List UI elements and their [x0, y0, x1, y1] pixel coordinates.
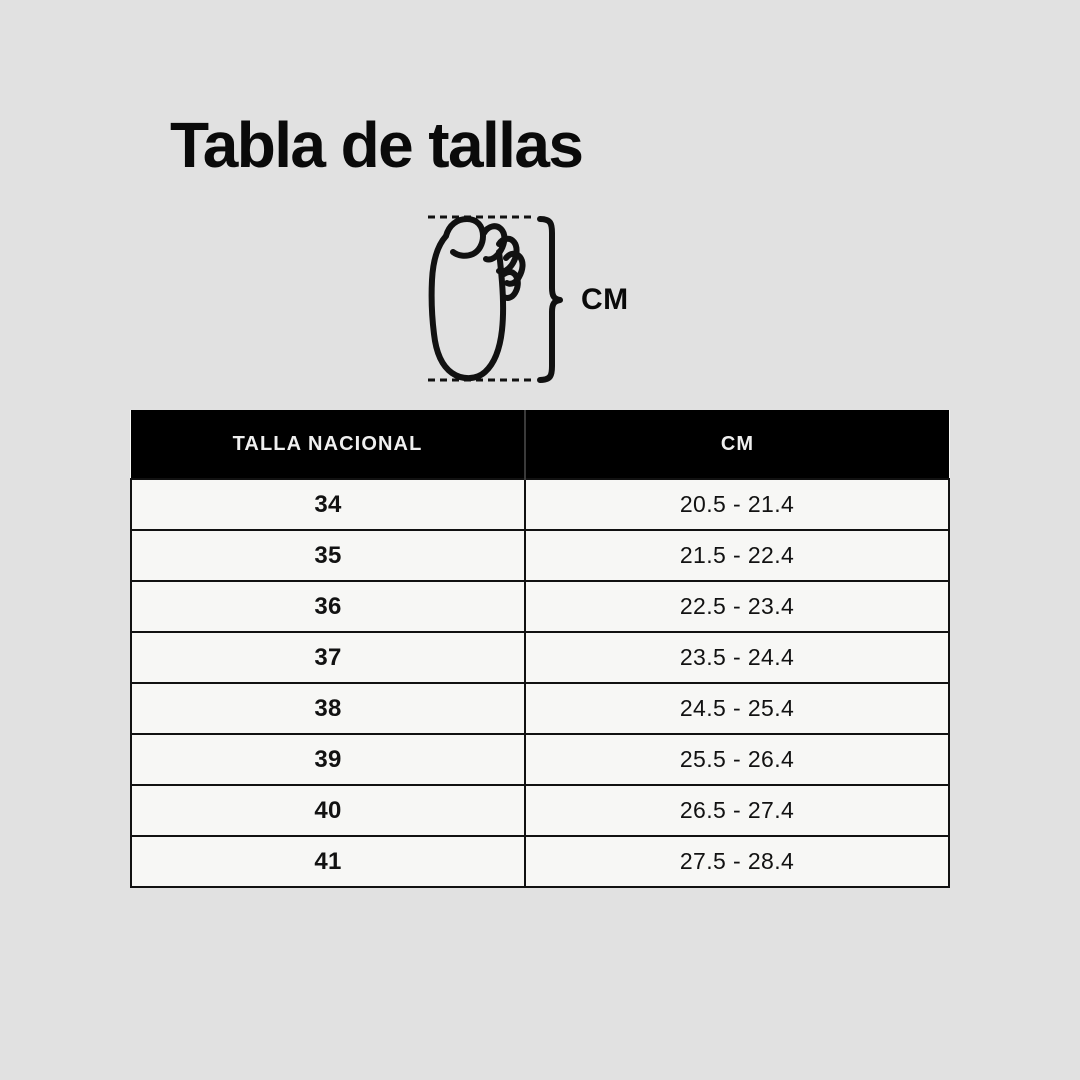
cell-size: 40 — [130, 784, 526, 837]
table-row: 38 24.5 - 25.4 — [130, 682, 950, 735]
table-row: 37 23.5 - 24.4 — [130, 631, 950, 684]
table-row: 34 20.5 - 21.4 — [130, 478, 950, 531]
cell-size: 35 — [130, 529, 526, 582]
table-row: 39 25.5 - 26.4 — [130, 733, 950, 786]
cell-cm: 24.5 - 25.4 — [524, 682, 950, 735]
cell-cm: 27.5 - 28.4 — [524, 835, 950, 888]
page-title: Tabla de tallas — [170, 109, 584, 181]
size-table: TALLA NACIONAL CM 34 20.5 - 21.4 35 21.5… — [130, 410, 950, 888]
foot-sole-outline — [428, 216, 526, 382]
cell-size: 38 — [130, 682, 526, 735]
column-header-cm: CM — [524, 410, 949, 479]
cell-size: 34 — [130, 478, 526, 531]
cell-cm: 26.5 - 27.4 — [524, 784, 950, 837]
cell-cm: 20.5 - 21.4 — [524, 478, 950, 531]
cm-measure-label: CM — [581, 283, 629, 316]
cell-size: 39 — [130, 733, 526, 786]
column-header-talla-nacional: TALLA NACIONAL — [131, 410, 525, 479]
cell-cm: 23.5 - 24.4 — [524, 631, 950, 684]
table-header-row: TALLA NACIONAL CM — [131, 410, 949, 479]
table-row: 41 27.5 - 28.4 — [130, 835, 950, 888]
cell-size: 41 — [130, 835, 526, 888]
cell-size: 36 — [130, 580, 526, 633]
cell-cm: 22.5 - 23.4 — [524, 580, 950, 633]
cell-size: 37 — [130, 631, 526, 684]
table-body: 34 20.5 - 21.4 35 21.5 - 22.4 36 22.5 - … — [130, 478, 950, 888]
table-row: 36 22.5 - 23.4 — [130, 580, 950, 633]
cell-cm: 21.5 - 22.4 — [524, 529, 950, 582]
cell-cm: 25.5 - 26.4 — [524, 733, 950, 786]
table-row: 40 26.5 - 27.4 — [130, 784, 950, 837]
table-row: 35 21.5 - 22.4 — [130, 529, 950, 582]
curly-brace — [537, 216, 563, 383]
foot-measurement-diagram — [400, 200, 690, 400]
